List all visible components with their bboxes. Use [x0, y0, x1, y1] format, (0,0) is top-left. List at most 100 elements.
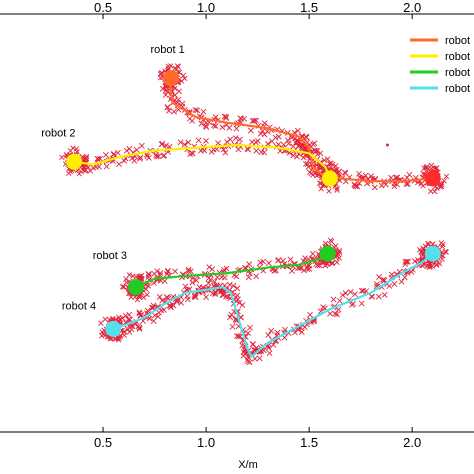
start-position-robot-2: [66, 153, 83, 170]
cluster-marker: [334, 187, 340, 193]
measurement-marker: [251, 117, 258, 124]
measurement-marker: [360, 287, 367, 294]
measurement-marker: [247, 324, 253, 331]
measurement-marker: [145, 271, 152, 278]
measurement-marker: [138, 142, 145, 149]
legend-label: robot: [445, 35, 470, 47]
measurement-marker: [221, 266, 227, 273]
measurement-marker: [161, 307, 167, 313]
measurement-marker: [201, 147, 208, 154]
end-position-robot-1: [424, 170, 441, 187]
measurement-marker: [164, 267, 171, 274]
robot-label: robot 4: [62, 300, 96, 312]
cluster-marker: [329, 260, 335, 267]
measurement-marker: [295, 143, 302, 150]
measurement-marker: [184, 293, 191, 300]
measurement-marker: [402, 259, 409, 265]
start-position-robot-3: [128, 279, 145, 296]
measurement-marker: [415, 257, 421, 263]
measurement-marker: [178, 299, 185, 306]
x-tick-label: 1.0: [197, 435, 215, 450]
measurement-marker: [226, 281, 233, 288]
measurement-marker: [261, 120, 268, 127]
cluster-marker: [327, 237, 334, 244]
measurement-marker: [259, 128, 266, 134]
measurement-marker: [403, 180, 410, 187]
measurement-marker: [376, 274, 383, 280]
measurement-marker: [135, 323, 142, 330]
cluster-marker: [130, 273, 136, 279]
measurement-marker: [249, 139, 255, 146]
measurement-marker: [219, 124, 226, 131]
measurement-marker: [226, 124, 233, 131]
measurement-marker: [185, 268, 192, 275]
measurement-marker: [146, 315, 153, 322]
measurement-marker: [212, 123, 219, 129]
measurement-marker: [223, 293, 229, 300]
measurement-marker: [161, 152, 167, 159]
measurement-marker: [391, 281, 398, 287]
measurement-marker: [296, 265, 303, 272]
measurement-marker: [171, 108, 177, 115]
measurement-marker: [161, 278, 168, 284]
measurement-marker: [185, 266, 192, 273]
cluster-marker: [438, 182, 445, 188]
measurement-marker: [136, 309, 143, 316]
cluster-marker: [136, 274, 143, 280]
cluster-marker: [427, 188, 434, 194]
x-axis-title: X/m: [238, 459, 258, 471]
measurement-marker: [266, 350, 273, 357]
legend: robot robot robot robot: [410, 35, 470, 95]
measurement-marker: [311, 140, 318, 147]
measurement-marker: [189, 117, 196, 124]
measurement-marker: [157, 270, 164, 277]
measurement-marker: [150, 318, 157, 325]
cluster-marker: [172, 65, 178, 72]
measurement-marker: [123, 147, 130, 154]
measurement-marker: [270, 341, 277, 348]
measurement-marker: [126, 311, 133, 318]
measurement-marker: [349, 301, 355, 308]
end-position-robot-2: [321, 170, 338, 187]
cluster-marker: [419, 249, 425, 256]
measurement-marker: [164, 268, 171, 275]
cluster-marker: [443, 173, 450, 180]
measurement-marker: [298, 329, 305, 336]
measurement-marker: [125, 316, 132, 323]
cluster-marker: [121, 284, 127, 290]
measurement-marker: [290, 152, 297, 159]
cluster-marker: [318, 186, 324, 192]
measurement-marker: [311, 147, 318, 154]
measurement-marker: [144, 307, 151, 314]
measurement-marker: [155, 153, 162, 160]
measurement-marker: [151, 312, 158, 319]
cluster-marker: [128, 294, 134, 300]
trajectory-robot-4: [112, 252, 434, 358]
cluster-marker: [322, 262, 329, 269]
measurement-marker: [150, 279, 157, 286]
cluster-marker: [439, 256, 445, 262]
measurement-marker: [203, 124, 210, 130]
measurement-marker: [373, 281, 380, 288]
cluster-marker: [59, 154, 65, 161]
measurement-marker: [253, 273, 260, 280]
cluster-marker: [172, 85, 178, 92]
cluster-marker: [121, 332, 128, 338]
cluster-marker: [98, 320, 104, 326]
measurement-marker: [212, 289, 219, 296]
measurement-marker: [404, 181, 411, 187]
end-position-robot-4: [424, 245, 441, 262]
cluster-marker: [175, 64, 181, 70]
measurement-marker: [150, 302, 157, 309]
measurement-marker: [303, 134, 310, 140]
measurement-marker: [189, 150, 196, 157]
measurement-marker: [287, 256, 294, 263]
measurement-marker: [208, 148, 215, 155]
trajectory-robot-2: [73, 143, 331, 180]
measurement-marker: [260, 258, 267, 265]
measurement-marker: [129, 155, 135, 162]
measurement-marker: [222, 149, 229, 156]
measurement-marker: [95, 156, 102, 163]
measurement-marker: [247, 127, 254, 134]
